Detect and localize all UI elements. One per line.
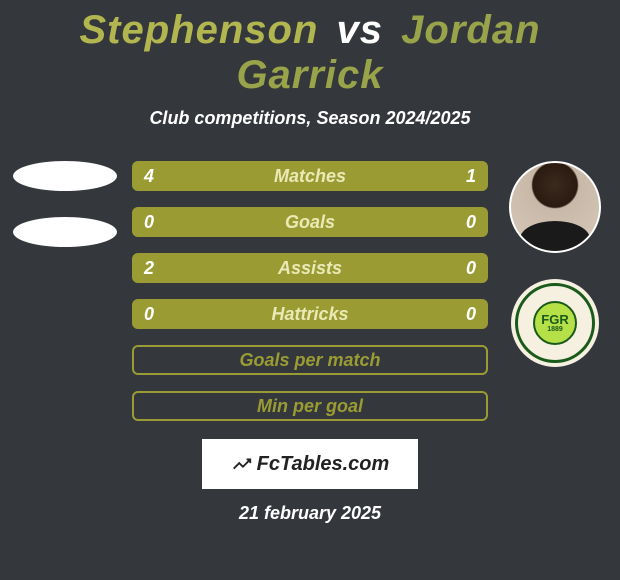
stat-label: Goals per match	[239, 350, 380, 371]
player2-club-badge: FGR 1889	[511, 279, 599, 367]
right-column: FGR 1889	[500, 161, 610, 367]
stat-right-value: 0	[458, 304, 476, 325]
stat-row-goals: 0 Goals 0	[132, 207, 488, 237]
comparison-panel: FGR 1889 4 Matches 1 0 Goals 0 2 Assists…	[0, 161, 620, 421]
title-player1: Stephenson	[79, 8, 318, 52]
stat-label: Min per goal	[257, 396, 363, 417]
stat-label: Hattricks	[162, 304, 458, 325]
club-abbrev: FGR	[541, 313, 568, 326]
stat-left-value: 0	[144, 304, 162, 325]
player1-photo-placeholder	[13, 161, 117, 191]
stat-row-hattricks: 0 Hattricks 0	[132, 299, 488, 329]
subtitle: Club competitions, Season 2024/2025	[0, 108, 620, 129]
stat-left-value: 4	[144, 166, 162, 187]
title-vs: vs	[337, 8, 384, 52]
stat-right-value: 0	[458, 258, 476, 279]
stat-label: Matches	[162, 166, 458, 187]
stat-row-matches: 4 Matches 1	[132, 161, 488, 191]
brand-text: FcTables.com	[257, 453, 390, 476]
player2-photo	[509, 161, 601, 253]
stat-left-value: 0	[144, 212, 162, 233]
chart-icon	[231, 453, 253, 475]
stat-bars: 4 Matches 1 0 Goals 0 2 Assists 0 0 Hatt…	[132, 161, 488, 421]
club-badge-center: FGR 1889	[533, 301, 577, 345]
page-title: Stephenson vs Jordan Garrick	[0, 0, 620, 98]
club-year: 1889	[547, 326, 563, 333]
stat-row-goals-per-match: Goals per match	[132, 345, 488, 375]
stat-right-value: 1	[458, 166, 476, 187]
brand-badge: FcTables.com	[202, 439, 418, 489]
stat-row-min-per-goal: Min per goal	[132, 391, 488, 421]
stat-left-value: 2	[144, 258, 162, 279]
left-column	[10, 161, 120, 247]
stat-row-assists: 2 Assists 0	[132, 253, 488, 283]
stat-label: Assists	[162, 258, 458, 279]
stat-label: Goals	[162, 212, 458, 233]
date-text: 21 february 2025	[0, 503, 620, 524]
player1-club-placeholder	[13, 217, 117, 247]
stat-right-value: 0	[458, 212, 476, 233]
